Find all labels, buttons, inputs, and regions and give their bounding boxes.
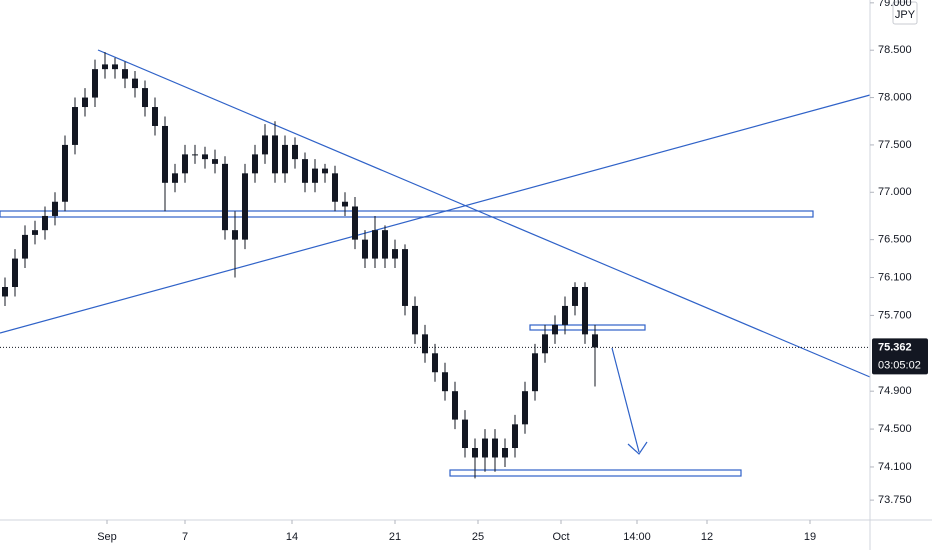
candle-body [512, 424, 518, 449]
candle-body [122, 69, 128, 79]
y-tick-label: 78.500 [878, 44, 912, 56]
candle-body [442, 372, 448, 392]
last-price-box [872, 338, 928, 375]
candle-body [562, 305, 568, 325]
y-tick-label: 78.000 [878, 91, 912, 103]
candle-body [592, 334, 598, 348]
candle-body [312, 168, 318, 183]
candle-body [242, 173, 248, 240]
candle-body [92, 69, 98, 98]
candle-body [372, 230, 378, 259]
candle-body [522, 391, 528, 425]
candle-body [12, 258, 18, 287]
candle-body [572, 286, 578, 306]
candle-body [262, 135, 268, 155]
x-tick-label: 12 [701, 531, 713, 543]
x-tick-label: Oct [552, 531, 569, 543]
candle-body [452, 391, 458, 420]
candle-body [462, 419, 468, 449]
y-tick-label: 74.100 [878, 461, 912, 473]
candle-body [252, 154, 258, 174]
y-tick-label: 74.900 [878, 385, 912, 397]
x-tick-label: 25 [472, 531, 484, 543]
candle-body [152, 107, 158, 126]
x-tick-label: 21 [389, 531, 401, 543]
countdown: 03:05:02 [878, 359, 921, 371]
candle-body [132, 78, 138, 89]
candle-body [582, 286, 588, 335]
candle-body [52, 201, 58, 216]
candle-body [472, 448, 478, 458]
candle-body [232, 230, 238, 240]
trendline-down [97, 49, 871, 378]
candle-body [542, 334, 548, 354]
candle-body [112, 64, 118, 70]
candle-body [42, 215, 48, 231]
candle-body [142, 88, 148, 108]
x-tick-label: Sep [97, 531, 117, 543]
candle-body [482, 438, 488, 458]
candle-body [192, 154, 198, 156]
y-tick-label: 73.750 [878, 494, 912, 506]
currency: JPY [895, 9, 916, 21]
candle-body [422, 334, 428, 354]
candle-body [202, 154, 208, 160]
candle-body [182, 154, 188, 174]
candle-body [32, 230, 38, 235]
x-tick-label: 14 [286, 531, 298, 543]
arrow [611, 347, 648, 455]
candle-body [392, 249, 398, 259]
candle-body [282, 144, 288, 174]
y-tick-label: 77.000 [878, 186, 912, 198]
candle-body [292, 144, 298, 160]
candle-body [412, 305, 418, 335]
y-tick-label: 79.000 [878, 0, 912, 9]
y-tick-label: 77.500 [878, 139, 912, 151]
y-tick-label: 76.500 [878, 234, 912, 246]
candle-body [492, 438, 498, 458]
y-tick-label: 76.100 [878, 271, 912, 283]
candle-body [272, 135, 278, 174]
currency-box [892, 1, 918, 25]
y-tick-label: 75.700 [878, 309, 912, 321]
candle-body [82, 97, 88, 108]
x-tick-label: 7 [182, 531, 188, 543]
candle-body [102, 64, 108, 70]
candle-body [342, 201, 348, 207]
x-tick-label: 14:00 [623, 531, 651, 543]
last-price-label: 75.362 [878, 341, 912, 353]
candle-body [332, 173, 338, 202]
candle-body [162, 125, 168, 183]
candle-body [62, 144, 68, 202]
candle-body [2, 286, 8, 297]
trendline-up [0, 94, 871, 334]
candle-body [362, 239, 368, 259]
drawings [0, 49, 871, 477]
candle-body [322, 168, 328, 174]
candle-body [402, 249, 408, 306]
candle-body [302, 159, 308, 183]
zone [449, 469, 742, 477]
candle-body [22, 234, 28, 259]
y-tick-label: 74.500 [878, 423, 912, 435]
zone [0, 210, 814, 218]
candle-body [222, 163, 228, 231]
candle-body [172, 173, 178, 183]
candle-body [502, 448, 508, 458]
candle-body [382, 230, 388, 259]
candle-body [532, 353, 538, 392]
candle-body [432, 353, 438, 373]
x-tick-label: 19 [804, 531, 816, 543]
candle-body [352, 206, 358, 240]
candle-body [552, 324, 558, 335]
candle-body [72, 107, 78, 145]
candle-body [212, 159, 218, 164]
